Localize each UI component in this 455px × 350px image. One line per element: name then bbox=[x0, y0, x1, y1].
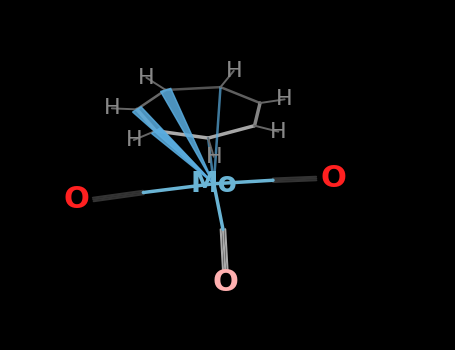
Text: H: H bbox=[206, 147, 222, 167]
Polygon shape bbox=[161, 89, 214, 184]
Text: O: O bbox=[212, 268, 238, 297]
Text: O: O bbox=[321, 164, 346, 193]
Text: Mo: Mo bbox=[191, 170, 237, 198]
Text: H: H bbox=[270, 122, 287, 142]
Text: H: H bbox=[104, 98, 120, 118]
Text: H: H bbox=[276, 89, 293, 109]
Text: H: H bbox=[138, 68, 155, 88]
Polygon shape bbox=[132, 107, 214, 184]
Text: H: H bbox=[126, 130, 142, 150]
Text: H: H bbox=[226, 61, 242, 81]
Text: O: O bbox=[63, 185, 89, 214]
Polygon shape bbox=[152, 128, 214, 184]
